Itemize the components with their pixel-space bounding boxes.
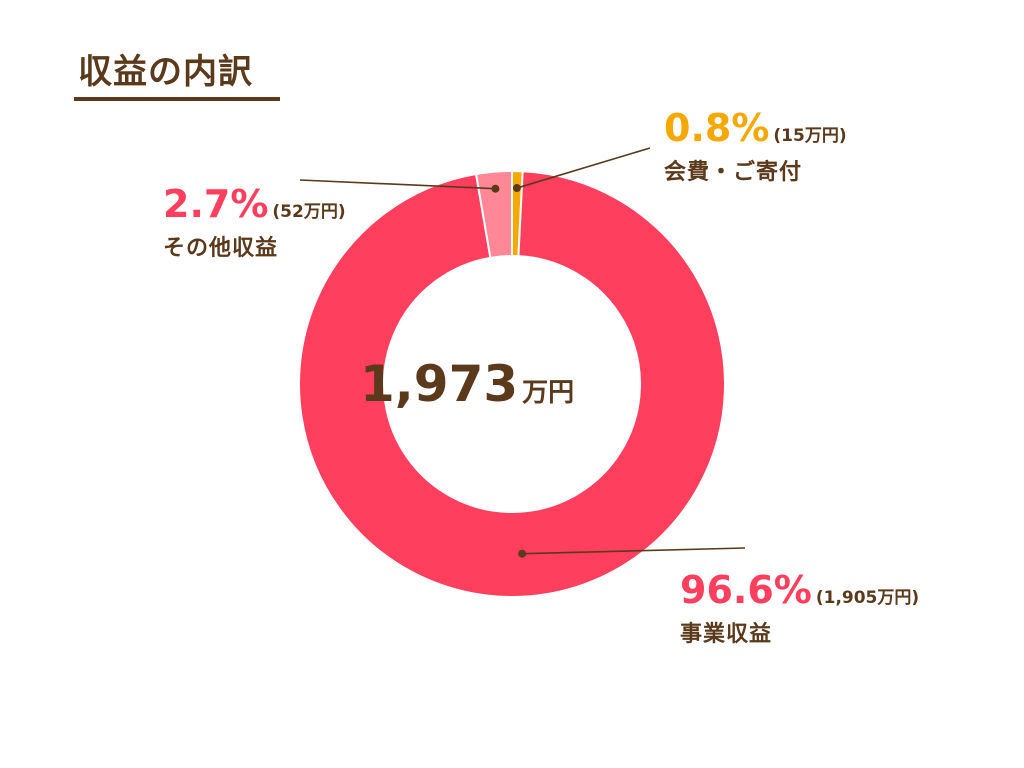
- other-percent: 2.7%: [163, 182, 269, 226]
- title-underline: [74, 97, 280, 101]
- label-main: 96.6% (1,905万円) 事業収益: [680, 568, 919, 648]
- main-name: 事業収益: [680, 622, 773, 647]
- leader-main-dot: [518, 549, 527, 558]
- slice-main: [298, 170, 726, 598]
- leader-fee-dot: [512, 184, 521, 193]
- leader-other-dot: [491, 184, 500, 193]
- label-fee: 0.8% (15万円) 会費・ご寄付: [664, 106, 847, 186]
- fee-amount: (15万円): [773, 126, 847, 146]
- leader-fee: [516, 147, 651, 189]
- chart-title: 収益の内訳: [78, 52, 253, 92]
- center-total: 1,973 万円: [360, 355, 680, 413]
- fee-percent: 0.8%: [664, 106, 770, 150]
- total-value: 1,973: [360, 355, 519, 413]
- other-name: その他収益: [163, 236, 279, 261]
- main-amount: (1,905万円): [815, 588, 920, 608]
- leader-main: [522, 547, 746, 555]
- leader-other: [299, 179, 496, 190]
- fee-name: 会費・ご寄付: [664, 160, 803, 185]
- label-other: 2.7% (52万円) その他収益: [163, 182, 346, 262]
- other-amount: (52万円): [272, 202, 346, 222]
- main-percent: 96.6%: [680, 568, 812, 612]
- slice-other: [474, 169, 513, 259]
- total-unit: 万円: [522, 378, 575, 408]
